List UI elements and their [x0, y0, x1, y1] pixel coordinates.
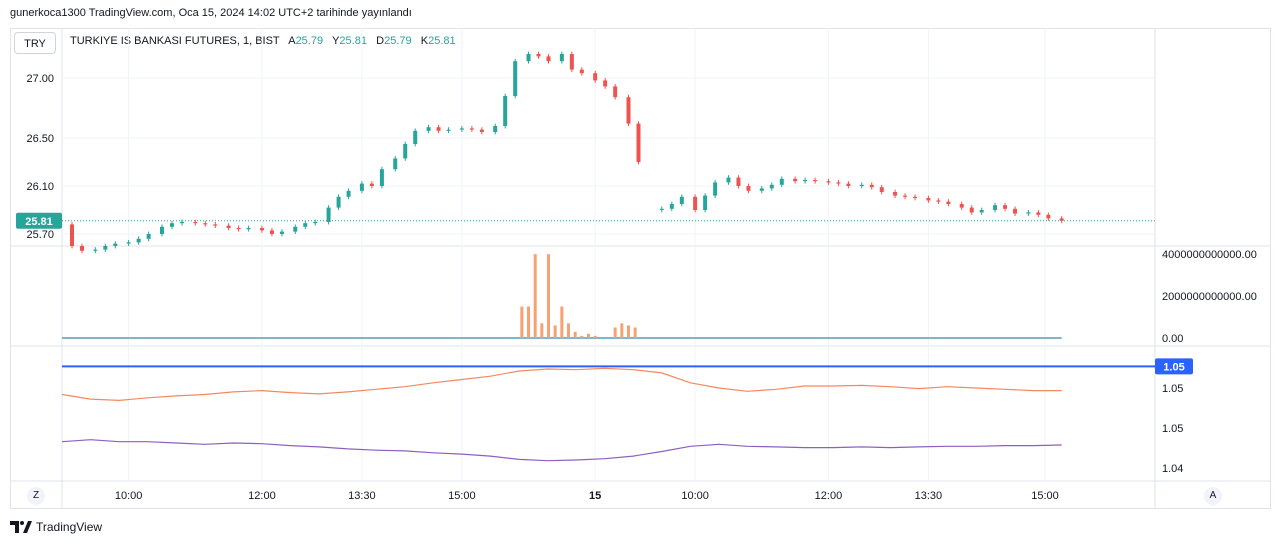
- close-label: K: [420, 35, 429, 47]
- high-label: Y: [332, 35, 340, 47]
- low-label: D: [376, 35, 385, 47]
- high-value: 25.81: [339, 35, 367, 47]
- tradingview-brand[interactable]: TradingView: [10, 520, 102, 534]
- open-value: 25.79: [295, 35, 324, 47]
- zoom-button[interactable]: Z: [27, 487, 45, 505]
- brand-name: TradingView: [36, 520, 103, 534]
- close-value: 25.81: [428, 35, 456, 47]
- publish-info: gunerkoca1300 TradingView.com, Oca 15, 2…: [10, 7, 412, 19]
- auto-scale-button[interactable]: A: [1204, 487, 1222, 505]
- low-value: 25.79: [384, 35, 412, 47]
- tradingview-logo-icon: [10, 521, 32, 533]
- symbol-label: TURKIYE IS BANKASI FUTURES, 1, BIST: [70, 35, 280, 47]
- open-label: A: [288, 35, 296, 47]
- chart-frame: [10, 28, 1271, 509]
- currency-button[interactable]: TRY: [14, 32, 56, 54]
- chart-legend: TURKIYE IS BANKASI FUTURES, 1, BIST A25.…: [70, 35, 456, 47]
